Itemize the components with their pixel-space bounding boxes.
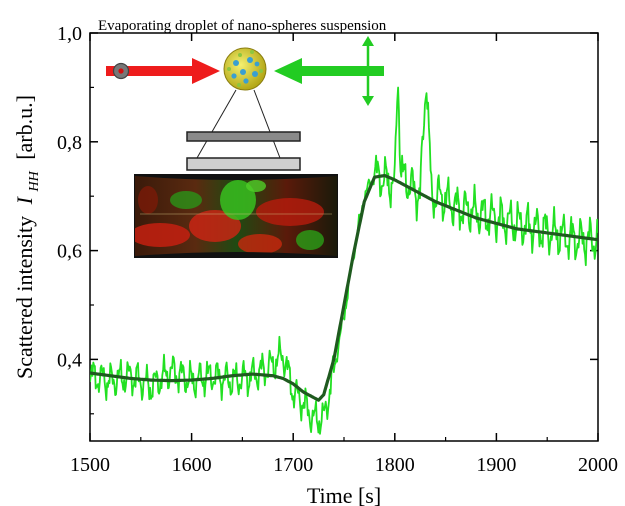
x-axis-title: Time [s] [307, 483, 381, 506]
series-fit-line [90, 173, 598, 402]
upper-glass-slide [186, 131, 301, 142]
projection-line-right [253, 89, 281, 159]
series-measured-line [90, 86, 598, 435]
y-axis-title-unit: [arb.u.] [12, 95, 37, 160]
double-arrow-icon [362, 36, 374, 106]
dried-deposit-micrograph [134, 174, 338, 258]
x-tick-label: 1600 [172, 454, 212, 476]
y-axis-title-symbol: I [12, 195, 37, 205]
x-tick-label: 1700 [273, 454, 313, 476]
right-beam-arrow [274, 58, 384, 84]
x-tick-label: 1900 [476, 454, 516, 476]
y-axis-title: Scattered intensity I HH [arb.u.] [12, 95, 43, 379]
y-tick-label: 0,8 [57, 132, 82, 154]
y-axis-title-subscript: HH [27, 170, 42, 192]
y-tick-label: 0,4 [57, 349, 82, 371]
y-axis-title-prefix: Scattered intensity [12, 216, 37, 379]
left-beam-arrow [106, 58, 220, 84]
y-tick-label: 1,0 [57, 23, 82, 45]
axis-tick-labels: 1500 1600 1700 1800 1900 2000 0,4 0,6 0,8 1,0 [57, 23, 618, 476]
x-tick-label: 1800 [375, 454, 415, 476]
lower-glass-slide [186, 157, 301, 171]
projection-line-left [196, 89, 237, 159]
x-tick-label: 1500 [70, 454, 110, 476]
series-layer [90, 86, 598, 435]
polarization-dot-icon [112, 62, 130, 80]
inset-title: Evaporating droplet of nano-spheres susp… [98, 18, 387, 34]
inset-illustration: Evaporating droplet of nano-spheres susp… [98, 18, 387, 258]
droplet-icon [223, 47, 267, 91]
y-tick-label: 0,6 [57, 241, 82, 263]
x-tick-label: 2000 [578, 454, 618, 476]
